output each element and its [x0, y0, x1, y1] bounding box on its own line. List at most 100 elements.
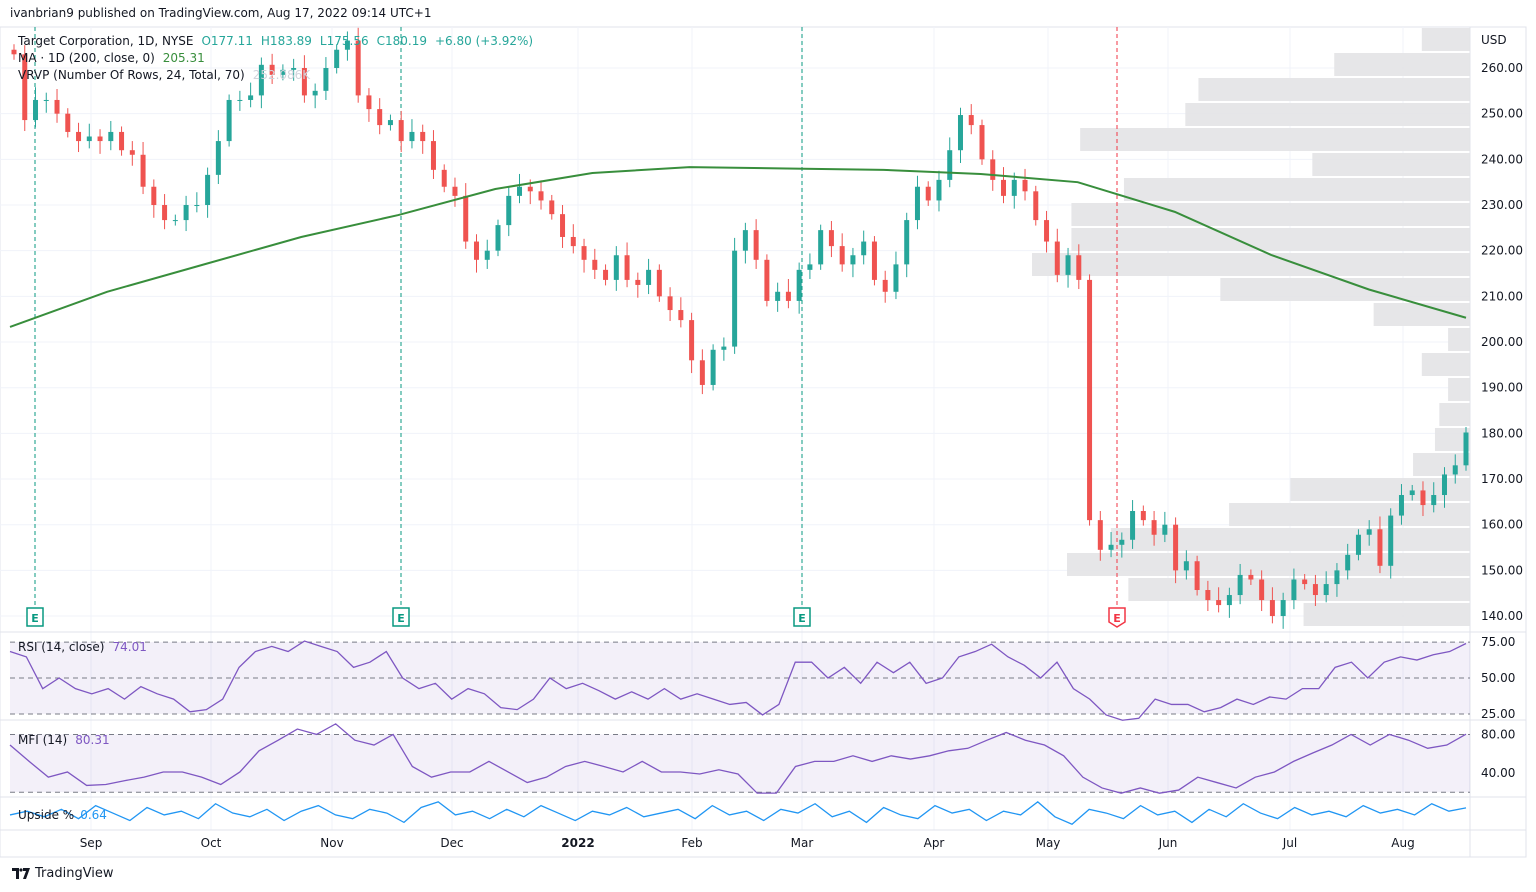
candle	[409, 119, 415, 149]
candle	[43, 92, 49, 113]
candle-body	[1183, 561, 1189, 571]
candle-body	[119, 131, 125, 151]
candle	[861, 230, 867, 265]
vrvp-label: VRVP (Number Of Rows, 24, Total, 70)	[18, 68, 245, 82]
candle-body	[850, 255, 856, 265]
time-axis[interactable]: Sep Oct Nov Dec 2022 Feb Mar Apr May Jun Jul Aug	[80, 836, 1415, 850]
candle-body	[495, 225, 501, 251]
candle-body	[753, 230, 759, 260]
candle	[420, 124, 426, 154]
candle	[1183, 550, 1189, 580]
volume-profile-row	[1071, 228, 1470, 251]
volume-profile-row	[1448, 328, 1470, 351]
candle	[248, 82, 254, 108]
candle-body	[796, 269, 802, 301]
price-tick: 230.00	[1481, 198, 1523, 212]
candle-body	[678, 310, 684, 321]
candle-body	[1431, 495, 1437, 506]
candle	[355, 27, 361, 103]
legend-open: O177.11	[201, 34, 252, 48]
candle	[850, 247, 856, 278]
candle	[925, 181, 931, 206]
candle	[656, 264, 662, 302]
svg-text:MA · 1D (200, close, 0)205.31: MA · 1D (200, close, 0) 205.31	[18, 51, 205, 65]
volume-profile-row	[1198, 78, 1470, 101]
candle-body	[1420, 490, 1426, 506]
candle-body	[312, 90, 318, 96]
candle-body	[871, 241, 877, 280]
candle	[581, 238, 587, 273]
candle-body	[1216, 600, 1222, 606]
price-tick: 190.00	[1481, 381, 1523, 395]
candle	[689, 312, 695, 374]
candle-body	[732, 250, 738, 347]
candle-body	[11, 49, 17, 55]
candle-body	[656, 269, 662, 297]
legend-symbol: Target Corporation, 1D, NYSE	[17, 34, 193, 48]
candle-body	[1065, 255, 1071, 275]
candle	[162, 194, 168, 230]
tradingview-logo[interactable]: TradingView	[12, 866, 114, 881]
candle	[86, 123, 92, 149]
candle	[1087, 274, 1093, 526]
candle	[1312, 574, 1318, 606]
candle	[1345, 543, 1351, 580]
candle	[280, 64, 286, 81]
candle	[1280, 592, 1286, 629]
candle-body	[549, 200, 555, 215]
volume-profile-row	[1067, 553, 1470, 576]
price-tick: 210.00	[1481, 289, 1523, 303]
published-caption: ivanbrian9 published on TradingView.com,…	[10, 6, 432, 20]
candle-body	[43, 99, 49, 101]
candle-body	[344, 40, 350, 50]
candle-body	[947, 150, 953, 180]
candle	[1216, 587, 1222, 613]
candle	[398, 110, 404, 153]
candle	[97, 129, 103, 154]
candle	[818, 224, 824, 270]
currency-label: USD	[1481, 33, 1507, 47]
candle-body	[463, 195, 469, 242]
candle	[65, 108, 71, 138]
candle	[979, 119, 985, 165]
candle-body	[914, 186, 920, 221]
price-axis[interactable]: USD 260.00 250.00 240.00 230.00 220.00 210.00 2…	[1481, 33, 1523, 780]
candle-body	[1334, 570, 1340, 585]
candle-body	[226, 99, 232, 142]
candle	[549, 194, 555, 220]
candle	[1226, 587, 1232, 618]
candle	[1463, 427, 1469, 471]
candle	[334, 44, 340, 74]
volume-profile	[1032, 28, 1470, 626]
candle-body	[646, 269, 652, 285]
candle-body	[1345, 554, 1351, 571]
candle	[721, 337, 727, 361]
candle-body	[1140, 510, 1146, 521]
candle	[11, 44, 17, 60]
candle-body	[1130, 510, 1136, 540]
candle-body	[581, 246, 587, 260]
candle	[1237, 563, 1243, 605]
candle	[473, 234, 479, 273]
candle-body	[1248, 574, 1254, 580]
time-tick: May	[1036, 836, 1061, 850]
time-tick: Mar	[791, 836, 814, 850]
candle-body	[140, 154, 146, 187]
volume-profile-row	[1439, 403, 1470, 426]
candle-body	[441, 169, 447, 187]
volume-profile-row	[1421, 28, 1470, 51]
time-tick: Jul	[1282, 836, 1297, 850]
candle-body	[1097, 520, 1103, 550]
candle	[269, 53, 275, 84]
candle	[452, 177, 458, 207]
price-tick: 170.00	[1481, 472, 1523, 486]
candle-body	[775, 291, 781, 301]
candle	[301, 55, 307, 103]
candle	[635, 272, 641, 298]
candle-body	[1011, 179, 1017, 196]
candle-body	[291, 68, 297, 70]
candle	[947, 137, 953, 188]
candle	[1431, 482, 1437, 513]
volume-profile-row	[1229, 503, 1470, 526]
